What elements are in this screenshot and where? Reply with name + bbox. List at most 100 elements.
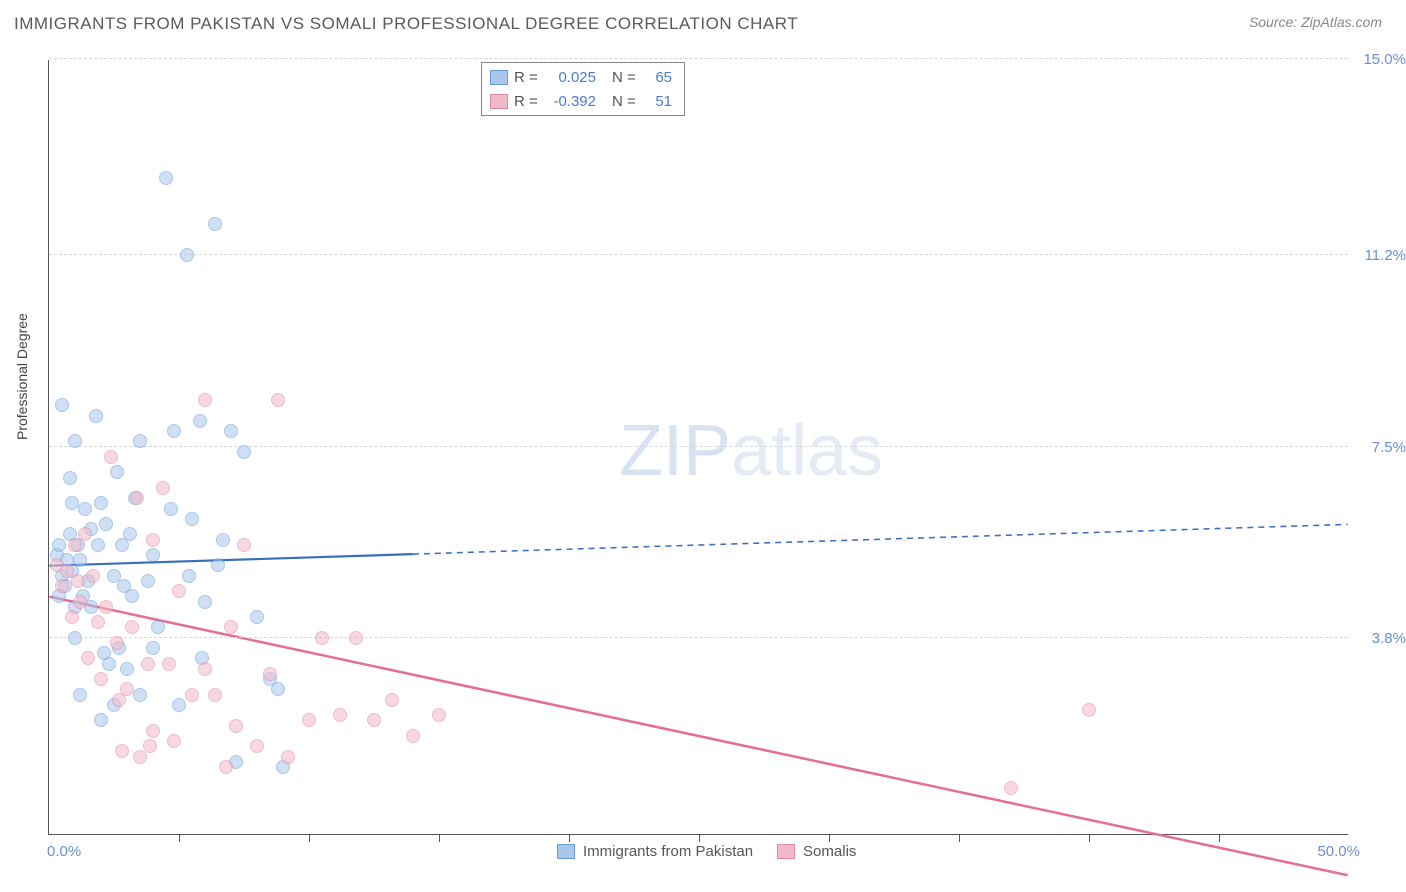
data-point bbox=[208, 217, 222, 231]
legend-n-value: 65 bbox=[644, 69, 672, 86]
data-point bbox=[110, 465, 124, 479]
chart-title: IMMIGRANTS FROM PAKISTAN VS SOMALI PROFE… bbox=[14, 14, 798, 34]
data-point bbox=[115, 744, 129, 758]
data-point bbox=[120, 662, 134, 676]
data-point bbox=[94, 713, 108, 727]
data-point bbox=[302, 713, 316, 727]
data-point bbox=[367, 713, 381, 727]
legend-row: R = -0.392 N = 51 bbox=[490, 89, 672, 113]
data-point bbox=[250, 610, 264, 624]
legend-n-value: 51 bbox=[644, 93, 672, 110]
y-tick-label: 11.2% bbox=[1354, 247, 1406, 264]
data-point bbox=[68, 538, 82, 552]
data-point bbox=[110, 636, 124, 650]
data-point bbox=[271, 682, 285, 696]
data-point bbox=[133, 750, 147, 764]
legend-row: R =0.025N =65 bbox=[490, 65, 672, 89]
legend-r-value: -0.392 bbox=[546, 93, 596, 110]
data-point bbox=[146, 724, 160, 738]
data-point bbox=[172, 698, 186, 712]
y-tick-label: 7.5% bbox=[1354, 439, 1406, 456]
gridline bbox=[49, 254, 1348, 255]
data-point bbox=[185, 512, 199, 526]
data-point bbox=[208, 688, 222, 702]
legend-swatch bbox=[490, 70, 508, 85]
legend-r-label: R = bbox=[514, 93, 540, 110]
y-tick-label: 15.0% bbox=[1354, 51, 1406, 68]
data-point bbox=[68, 631, 82, 645]
legend-swatch bbox=[557, 844, 575, 859]
legend-n-label: N = bbox=[612, 93, 638, 110]
data-point bbox=[182, 569, 196, 583]
x-axis-max: 50.0% bbox=[1317, 843, 1360, 860]
data-point bbox=[104, 450, 118, 464]
data-point bbox=[162, 657, 176, 671]
data-point bbox=[315, 631, 329, 645]
data-point bbox=[55, 398, 69, 412]
data-point bbox=[216, 533, 230, 547]
data-point bbox=[146, 533, 160, 547]
data-point bbox=[1082, 703, 1096, 717]
data-point bbox=[167, 424, 181, 438]
legend-r-label: R = bbox=[514, 69, 540, 86]
data-point bbox=[229, 719, 243, 733]
data-point bbox=[263, 667, 277, 681]
data-point bbox=[219, 760, 233, 774]
data-point bbox=[65, 610, 79, 624]
data-point bbox=[91, 538, 105, 552]
data-point bbox=[185, 688, 199, 702]
data-point bbox=[112, 693, 126, 707]
data-point bbox=[63, 471, 77, 485]
data-point bbox=[159, 171, 173, 185]
data-point bbox=[133, 688, 147, 702]
data-point bbox=[78, 502, 92, 516]
legend-swatch bbox=[777, 844, 795, 859]
x-tick bbox=[959, 834, 960, 842]
legend-label: Somalis bbox=[803, 843, 856, 860]
x-tick bbox=[1089, 834, 1090, 842]
data-point bbox=[385, 693, 399, 707]
data-point bbox=[349, 631, 363, 645]
data-point bbox=[198, 595, 212, 609]
data-point bbox=[250, 739, 264, 753]
data-point bbox=[237, 538, 251, 552]
data-point bbox=[86, 569, 100, 583]
stats-legend: R = 0.025 N = 65 R = -0.392 N = 51 bbox=[481, 62, 685, 116]
source-attribution: Source: ZipAtlas.com bbox=[1249, 14, 1382, 30]
x-tick bbox=[699, 834, 700, 842]
data-point bbox=[180, 248, 194, 262]
legend-item: Somalis bbox=[777, 843, 856, 860]
data-point bbox=[432, 708, 446, 722]
data-point bbox=[141, 574, 155, 588]
data-point bbox=[68, 434, 82, 448]
data-point bbox=[224, 620, 238, 634]
data-point bbox=[198, 393, 212, 407]
data-point bbox=[73, 553, 87, 567]
data-point bbox=[146, 548, 160, 562]
legend-swatch bbox=[490, 94, 508, 109]
data-point bbox=[224, 424, 238, 438]
data-point bbox=[193, 414, 207, 428]
legend-r-value: 0.025 bbox=[546, 69, 596, 86]
x-tick bbox=[309, 834, 310, 842]
series-legend: Immigrants from Pakistan Somalis bbox=[557, 843, 856, 860]
data-point bbox=[133, 434, 147, 448]
scatter-chart: ZIPatlas R =0.025N =65R =-0.392N =51 Imm… bbox=[48, 60, 1348, 835]
data-point bbox=[1004, 781, 1018, 795]
data-point bbox=[172, 584, 186, 598]
data-point bbox=[94, 496, 108, 510]
data-point bbox=[237, 445, 251, 459]
data-point bbox=[91, 615, 105, 629]
data-point bbox=[141, 657, 155, 671]
data-point bbox=[146, 641, 160, 655]
x-tick bbox=[1219, 834, 1220, 842]
data-point bbox=[167, 734, 181, 748]
x-tick bbox=[569, 834, 570, 842]
legend-item: Immigrants from Pakistan bbox=[557, 843, 753, 860]
data-point bbox=[130, 491, 144, 505]
y-tick-label: 3.8% bbox=[1354, 630, 1406, 647]
data-point bbox=[115, 538, 129, 552]
data-point bbox=[81, 651, 95, 665]
data-point bbox=[125, 589, 139, 603]
data-point bbox=[94, 672, 108, 686]
